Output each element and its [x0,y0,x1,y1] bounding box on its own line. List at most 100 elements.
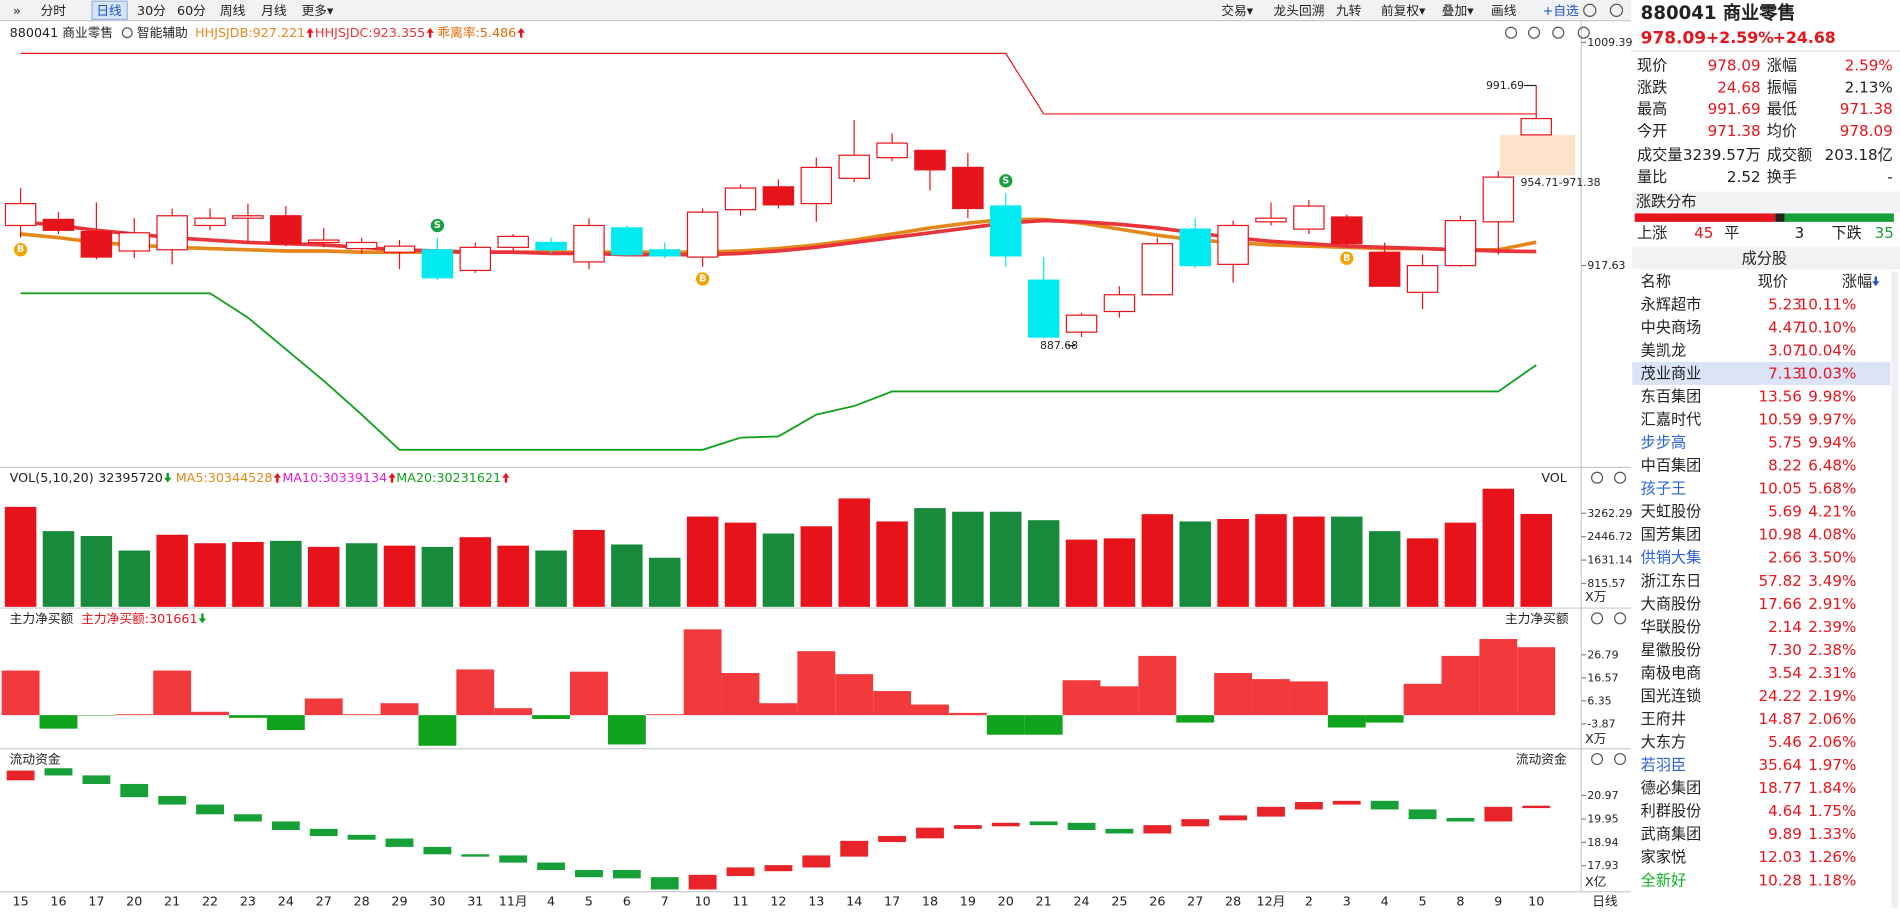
toolbar-icon[interactable] [1583,3,1597,17]
stock-name[interactable]: 若羽臣 [1641,756,1686,774]
stat-label: 现价 [1637,56,1667,74]
stock-name[interactable]: 家家悦 [1641,848,1686,866]
candle-body [234,814,262,822]
helper-toggle[interactable]: 智能辅助 [137,25,188,40]
panel-icon[interactable] [1591,612,1604,625]
stock-name[interactable]: 供销大集 [1641,549,1702,567]
candle-body [42,218,75,231]
stock-name[interactable]: 孩子王 [1641,480,1686,498]
bar [570,671,608,716]
panel-icon[interactable] [1614,612,1627,625]
stock-name[interactable]: 美凯龙 [1641,341,1686,359]
stock-name[interactable]: 国光连锁 [1641,687,1702,705]
unit-label: X万 [1585,731,1606,746]
toolbar-button[interactable]: 画线 [1491,3,1517,18]
bar [459,537,492,607]
stock-name[interactable]: 华联股份 [1641,618,1702,636]
stock-name[interactable]: 星徽股份 [1641,641,1702,659]
candle-body [838,154,870,179]
bar [914,508,946,607]
panel-icon[interactable] [1504,26,1518,39]
helper-icon[interactable] [121,27,133,39]
toolbar-button[interactable]: 九转 [1336,3,1362,18]
panel-icon[interactable] [1614,752,1627,766]
bar [759,703,798,716]
bar [345,543,378,607]
stat-value: 978.09 [1708,56,1761,74]
section-title: 涨跌分布 [1636,192,1697,210]
panel-icon[interactable] [1591,471,1604,484]
panel-icon[interactable] [1527,26,1541,39]
bar [686,516,719,607]
candle-body [1217,224,1249,265]
stock-name[interactable]: 南极电商 [1641,664,1702,682]
legend-entry: HHJSJDC:923.355 [315,25,425,40]
panel-icon[interactable] [1552,26,1565,39]
candle-body [421,249,454,279]
bar [1517,647,1556,716]
column-header[interactable]: 涨幅 [1842,272,1872,290]
toolbar-button[interactable]: 叠加▾ [1442,3,1474,18]
x-tick-label: 20 [998,893,1014,908]
toolbar-button[interactable]: +自选 [1543,3,1579,18]
stock-name[interactable]: 步步高 [1641,434,1686,452]
panel-value: 32395720 [98,470,163,485]
toolbar-icon[interactable] [1609,3,1624,17]
stock-change: 5.68% [1808,480,1856,498]
indicator-value: 乖离率:5.486 [437,25,516,40]
toolbar-button[interactable]: 日线 [96,3,122,18]
stock-name[interactable]: 浙江东日 [1641,572,1702,590]
stock-name[interactable]: 中央商场 [1641,318,1702,336]
x-tick-label: 26 [1149,893,1165,908]
panel-icon[interactable] [1577,26,1590,39]
stock-name[interactable]: 国芳集团 [1641,526,1702,544]
toolbar-button[interactable]: 前复权▾ [1381,3,1426,18]
bar [1441,655,1480,716]
toolbar-button[interactable]: 60分 [177,3,206,18]
bar [838,498,870,607]
stock-change: 10.10% [1799,318,1857,336]
stock-name[interactable]: 全新好 [1641,871,1686,889]
stock-price: 2.14 [1768,618,1802,636]
stock-name[interactable]: 中百集团 [1641,457,1702,475]
bar [380,703,419,716]
stock-name[interactable]: 东百集团 [1641,387,1702,405]
toolbar-button[interactable]: 周线 [220,3,246,18]
stock-name[interactable]: 天虹股份 [1641,503,1702,521]
stock-name[interactable]: 利群股份 [1641,802,1702,820]
stock-name[interactable]: 汇嘉时代 [1641,411,1702,429]
toolbar-button[interactable]: 分时 [41,3,67,18]
dist-count: 45 [1694,224,1713,242]
stock-name[interactable]: 大商股份 [1641,595,1702,613]
candle-body [762,186,795,206]
toolbar-button[interactable]: 月线 [261,3,287,18]
stock-name[interactable]: 德必集团 [1641,779,1702,797]
toolbar-button[interactable]: 龙头回溯 [1274,3,1325,18]
toolbar-button[interactable]: 更多▾ [302,3,334,18]
section-header [1632,247,1900,270]
stock-name[interactable]: 茂业商业 [1641,364,1702,382]
stock-name[interactable]: 永辉超市 [1641,295,1702,313]
candle-body [1181,819,1210,827]
stock-name[interactable]: 王府井 [1641,710,1686,728]
indicator-line [20,292,1537,451]
toolbar-button[interactable]: 30分 [137,3,166,18]
bar [1,670,40,716]
candle-body [724,187,757,211]
toolbar-button[interactable]: » [13,3,21,18]
candle-body [1219,815,1248,821]
y-tick-label: 19.95 [1587,813,1618,826]
stock-price: 5.46 [1768,733,1802,751]
panel-icon[interactable] [1614,471,1627,484]
stock-name[interactable]: 武商集团 [1641,825,1702,843]
x-tick-label: 24 [278,893,294,908]
panel-icon[interactable] [1591,752,1604,766]
stock-price: 8.22 [1768,457,1802,475]
stock-name[interactable]: 大东方 [1641,733,1686,751]
stock-change: 3.50% [1808,549,1856,567]
candle-body [537,862,566,871]
candle-body [648,249,681,257]
toolbar-button[interactable]: 交易▾ [1221,3,1253,18]
stat-label: 振幅 [1767,78,1797,96]
